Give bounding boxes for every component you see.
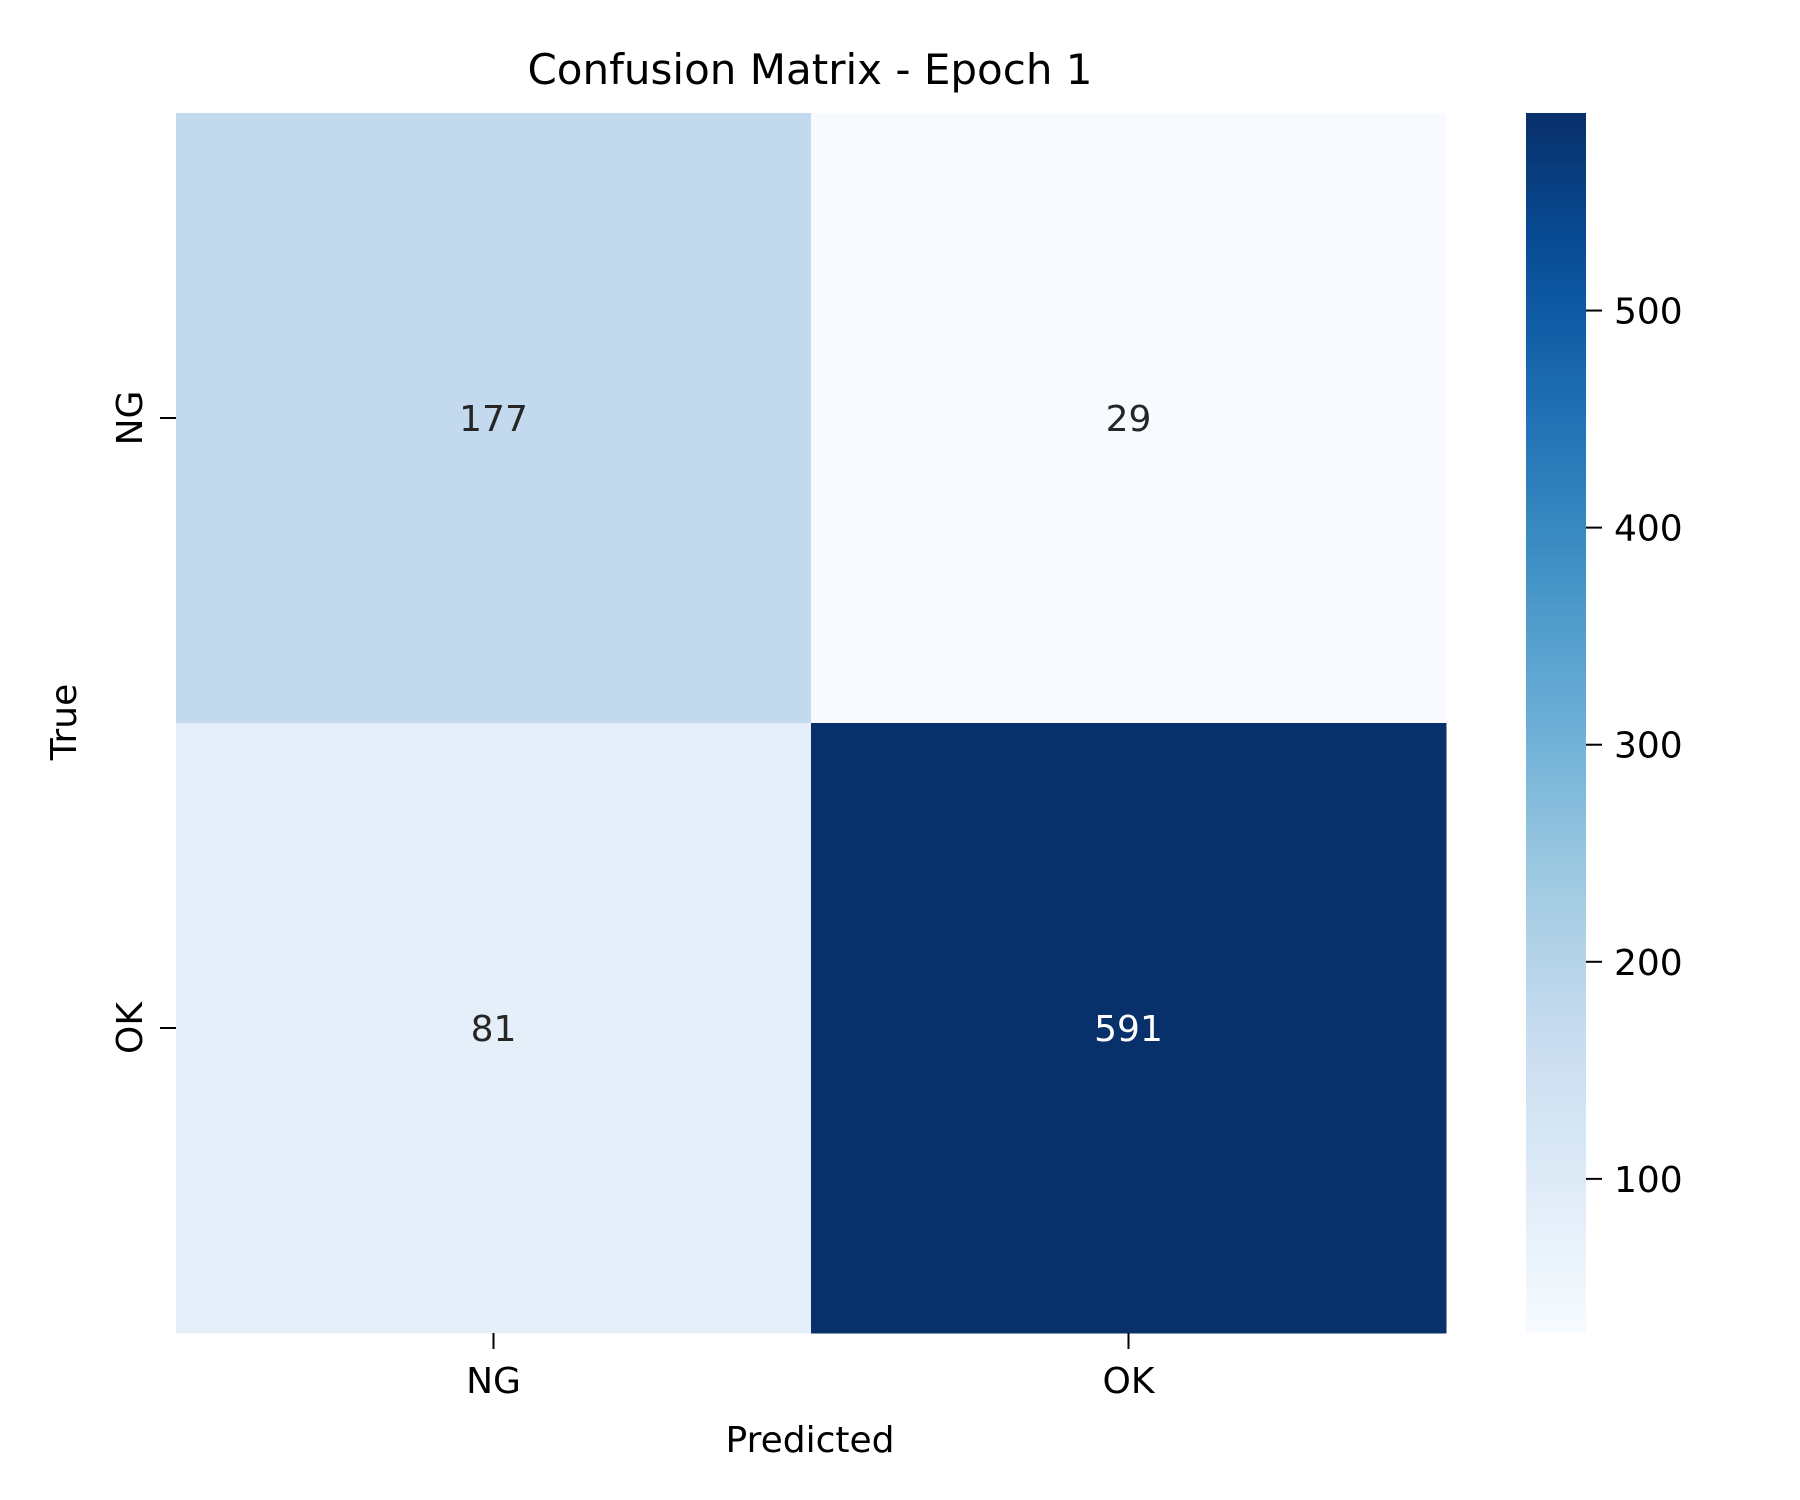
y-tick-label: NG (110, 391, 151, 446)
heatmap-cell-ng-ok (811, 113, 1447, 724)
heatmap-cell-ok-ng (176, 723, 812, 1334)
colorbar-tick-label: 300 (1614, 726, 1683, 767)
x-axis: NG OK (466, 1333, 1156, 1402)
y-axis: NG OK (110, 391, 176, 1054)
cell-value-label: 81 (471, 1009, 517, 1050)
cell-value-label: 29 (1106, 399, 1152, 440)
cell-annotations: 177 29 81 591 (459, 399, 1163, 1050)
colorbar-tick-label: 500 (1614, 292, 1683, 333)
colorbar (1526, 113, 1586, 1333)
y-tick-label: OK (110, 1001, 151, 1054)
colorbar-tick-label: 200 (1614, 943, 1683, 984)
cell-value-label: 177 (459, 399, 528, 440)
x-tick-label: OK (1103, 1361, 1156, 1402)
x-axis-label: Predicted (726, 1420, 895, 1461)
x-tick-label: NG (466, 1361, 521, 1402)
cell-value-label: 591 (1094, 1009, 1163, 1050)
heatmap-cell-ng-ng (176, 113, 812, 724)
heatmap-cell-ok-ok (811, 723, 1447, 1334)
colorbar-tick-label: 400 (1614, 509, 1683, 550)
colorbar-tick-label: 100 (1614, 1160, 1683, 1201)
y-axis-label: True (44, 684, 85, 761)
chart-title: Confusion Matrix - Epoch 1 (527, 45, 1092, 94)
heatmap-cells (176, 113, 1447, 1334)
colorbar-ticks: 100 200 300 400 500 (1586, 292, 1683, 1201)
